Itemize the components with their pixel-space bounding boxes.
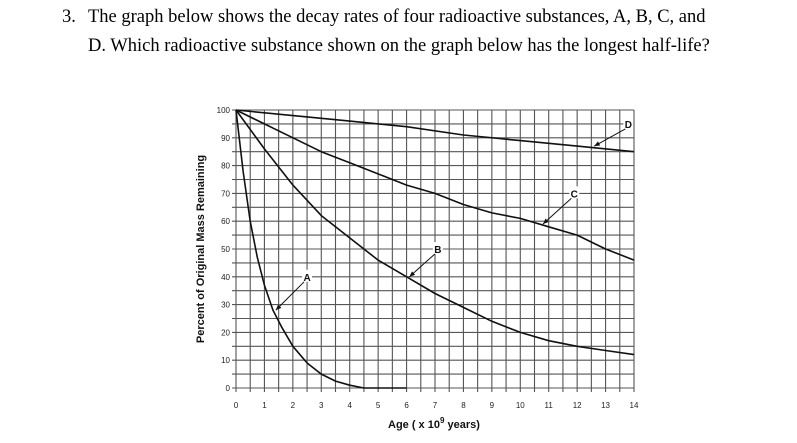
annotation-label-bg	[569, 186, 580, 199]
arrowhead-icon	[409, 271, 416, 277]
annotation-label-d: D	[625, 120, 632, 131]
series-line-b	[235, 109, 635, 356]
y-tick-label: 80	[221, 162, 230, 171]
annotation-label-bg	[302, 269, 313, 282]
annotation-label-a: A	[303, 273, 310, 284]
arrowhead-icon	[594, 141, 601, 147]
x-tick-label: 9	[490, 401, 495, 410]
annotation-label-bg	[432, 242, 443, 254]
annotation-label-c: C	[571, 189, 578, 200]
x-tick-label: 0	[234, 401, 239, 410]
y-tick-label: 90	[221, 134, 230, 143]
x-tick-label: 14	[630, 401, 639, 410]
question-text-line-1: The graph below shows the decay rates of…	[88, 7, 706, 27]
y-tick-label: 40	[221, 273, 230, 282]
y-tick-label: 10	[221, 356, 230, 365]
x-tick-label: 8	[461, 401, 466, 410]
y-tick-label: 50	[221, 245, 230, 254]
annotation-label-bg	[623, 116, 634, 129]
y-tick-label: 70	[221, 189, 230, 198]
y-tick-label: 0	[226, 384, 231, 393]
x-tick-label: 1	[262, 401, 267, 410]
series-line-d	[235, 109, 635, 153]
y-tick-label: 30	[221, 301, 230, 310]
annotation-arrow	[275, 281, 305, 311]
y-tick-label: 20	[221, 328, 230, 337]
series-line-c	[235, 109, 635, 261]
x-tick-label: 12	[573, 401, 582, 410]
grid	[232, 109, 635, 392]
x-tick-label: 3	[319, 401, 324, 410]
x-tick-label: 4	[347, 401, 352, 410]
x-tick-label: 2	[291, 401, 296, 410]
question-number: 3.	[62, 7, 76, 27]
tick-labels: 0 1 2 3 4 5 6 7 8 9 10 11 12 13 1401020304050607080901…	[217, 106, 639, 410]
x-axis-label: Age ( x 109 years)	[388, 416, 480, 431]
y-axis-label: Percent of Original Mass Remaining	[195, 155, 207, 343]
x-tick-label: 11	[545, 401, 554, 410]
annotation-arrow	[409, 253, 436, 278]
series-lines	[235, 109, 635, 389]
x-tick-label: 13	[601, 401, 610, 410]
series-line-a	[235, 109, 407, 389]
arrowhead-icon	[275, 304, 282, 311]
x-tick-label: 7	[433, 401, 438, 410]
x-tick-label: 6	[404, 401, 409, 410]
x-tick-label: 5	[376, 401, 381, 410]
annotation-label-b: B	[434, 245, 441, 256]
annotations: A B C D	[275, 116, 634, 311]
x-tick-label: 10	[516, 401, 525, 410]
y-tick-label: 60	[221, 217, 230, 226]
arrowhead-icon	[543, 218, 549, 224]
question-text-line-2: D. Which radioactive substance shown on …	[88, 36, 710, 56]
annotation-arrow	[593, 128, 626, 147]
y-tick-label: 100	[217, 106, 231, 115]
annotation-arrow	[542, 198, 572, 225]
